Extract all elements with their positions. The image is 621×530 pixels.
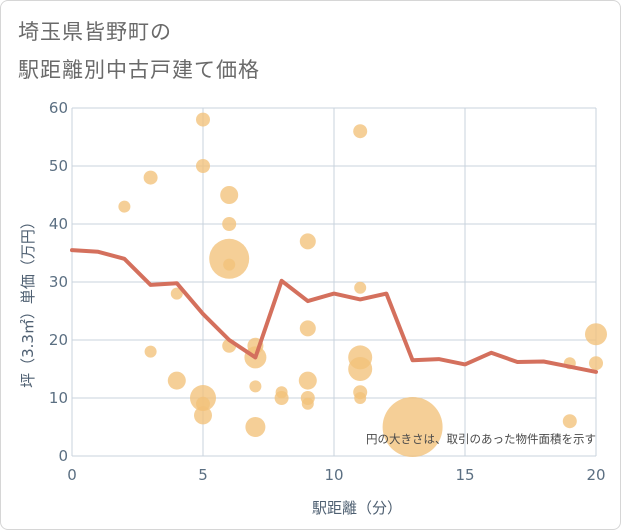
x-tick-label: 15 [455,466,474,484]
x-tick-label: 10 [324,466,343,484]
bubble [382,397,443,457]
bubble [245,417,266,437]
bubble [144,345,157,358]
bubble [118,200,131,213]
bubble [220,186,239,204]
bubble [222,217,237,231]
y-tick-label: 60 [49,99,68,117]
bubble [585,323,607,346]
chart-title-line-2: 駅距離別中古戸建て価格 [18,58,260,82]
y-tick-label: 0 [58,447,68,465]
x-tick-label: 5 [198,466,208,484]
trend-line [70,248,598,374]
bubble [170,287,183,300]
bubbles [118,112,607,457]
y-tick-label: 40 [49,215,68,233]
y-tick-label: 30 [49,273,68,291]
chart-note: 円の大きさは、取引のあった物件面積を示す [366,432,596,446]
y-tick-label: 10 [49,389,68,407]
x-axis-label: 駅距離（分） [312,499,402,517]
bubble [223,258,236,271]
y-tick-labels: 0 10 20 30 40 50 60 [49,99,68,465]
x-tick-labels: 0 5 10 15 20 [67,466,605,484]
x-tick-label: 20 [586,466,605,484]
bubble [354,281,367,294]
bubble [299,233,316,250]
y-axis-label: 坪（3.3㎡）単価（万円） [19,214,37,388]
bubble [274,391,289,405]
bubble [143,170,158,185]
bubble [299,320,316,337]
bubble [194,406,212,425]
bubble [298,371,317,390]
y-tick-label: 20 [49,331,68,349]
bubble [353,124,368,139]
bubble [167,371,186,390]
bubble [562,414,577,429]
x-tick-label: 0 [67,466,77,484]
bubble [196,159,210,173]
grid-lines [71,107,597,457]
y-tick-label: 50 [49,157,68,175]
bubble [196,112,210,127]
trend-line-group [70,248,598,374]
bubble [348,357,373,381]
bubble [249,380,262,393]
bubble [301,397,314,410]
bubble [354,392,367,404]
bubble [589,356,603,371]
chart-title-line-1: 埼玉県皆野町の [18,20,172,44]
